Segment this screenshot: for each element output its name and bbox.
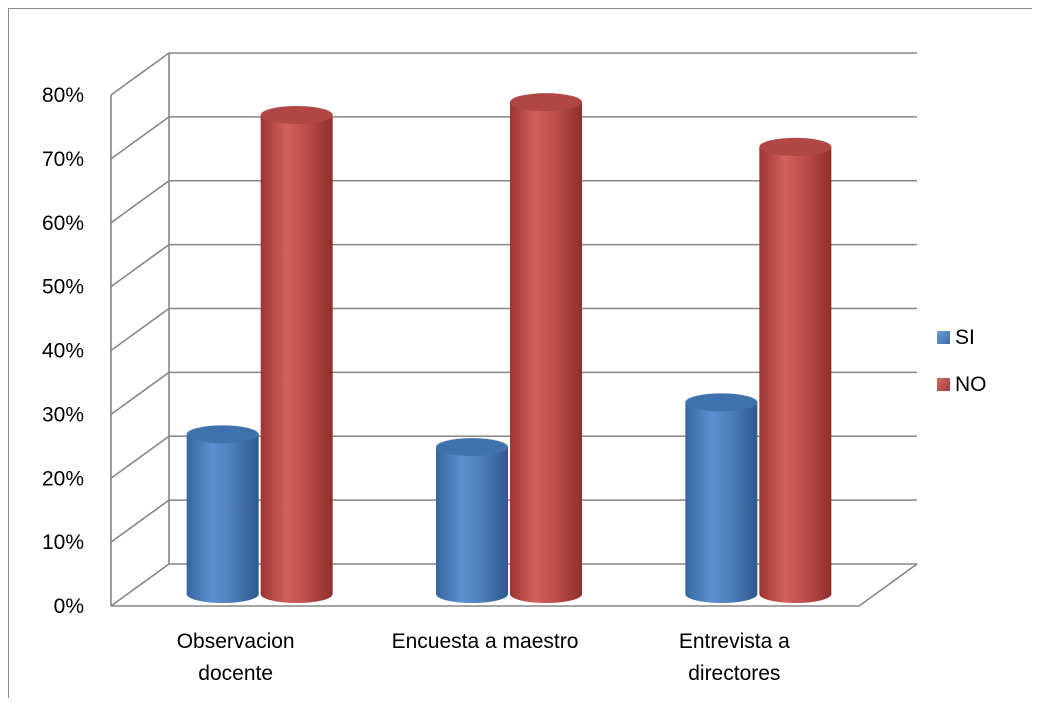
bars <box>186 93 832 603</box>
bar-body <box>186 434 259 603</box>
bar-top <box>685 393 758 412</box>
bar-body <box>260 114 333 603</box>
bar-body <box>436 447 508 603</box>
bar-top <box>759 137 832 156</box>
bar-top <box>260 105 333 124</box>
x-category-label: Observacion docente <box>177 630 295 685</box>
bar-no-3 <box>759 137 832 603</box>
bar-si-2 <box>436 438 508 603</box>
x-axis-categories: Observacion docente Encuesta a maestro Entr… <box>177 630 790 685</box>
gridline-diagonal <box>110 307 170 352</box>
chart-frame: 0% 10% 20% 30% 40% 50% 60% 70% 80% Observacion do… <box>8 8 1032 698</box>
gridline-diagonal <box>110 52 170 96</box>
legend-label: NO <box>955 373 987 396</box>
bar-body <box>685 402 758 603</box>
gridline-diagonal <box>110 499 170 543</box>
y-tick-label: 20% <box>42 467 84 490</box>
gridline-diagonal <box>110 180 170 224</box>
y-tick-label: 80% <box>42 84 84 107</box>
bar-body <box>510 102 582 603</box>
bar-no-1 <box>260 105 333 603</box>
y-tick-label: 40% <box>42 340 84 363</box>
bar-top <box>510 93 582 112</box>
bar-si-3 <box>685 393 758 603</box>
legend-swatch <box>937 331 950 344</box>
y-axis-ticks: 0% 10% 20% 30% 40% 50% 60% 70% 80% <box>42 84 84 618</box>
y-tick-label: 70% <box>42 148 84 171</box>
gridline-diagonal <box>110 371 170 416</box>
bar-top <box>186 425 259 444</box>
bar-top <box>436 438 508 457</box>
bar-body <box>759 146 832 603</box>
floor-right-edge <box>858 563 918 607</box>
x-category-label: Entrevista a directores <box>679 630 790 685</box>
gridline-diagonal <box>110 116 170 160</box>
y-tick-label: 10% <box>42 531 84 554</box>
y-tick-label: 0% <box>54 595 84 618</box>
bar-chart: 0% 10% 20% 30% 40% 50% 60% 70% 80% Observacion do… <box>42 52 987 685</box>
y-tick-label: 30% <box>42 403 84 426</box>
legend: SI NO <box>937 326 987 396</box>
gridline-diagonal <box>110 563 170 607</box>
gridline-diagonal <box>110 435 170 479</box>
x-category-label: Encuesta a maestro <box>392 630 579 653</box>
legend-item-si: SI <box>937 326 975 349</box>
y-tick-label: 60% <box>42 212 84 235</box>
bar-si-1 <box>186 425 259 603</box>
bar-no-2 <box>510 93 582 603</box>
legend-label: SI <box>955 326 975 349</box>
legend-item-no: NO <box>937 373 987 396</box>
gridline-diagonal <box>110 243 170 288</box>
legend-swatch <box>937 378 950 391</box>
y-tick-label: 50% <box>42 276 84 299</box>
